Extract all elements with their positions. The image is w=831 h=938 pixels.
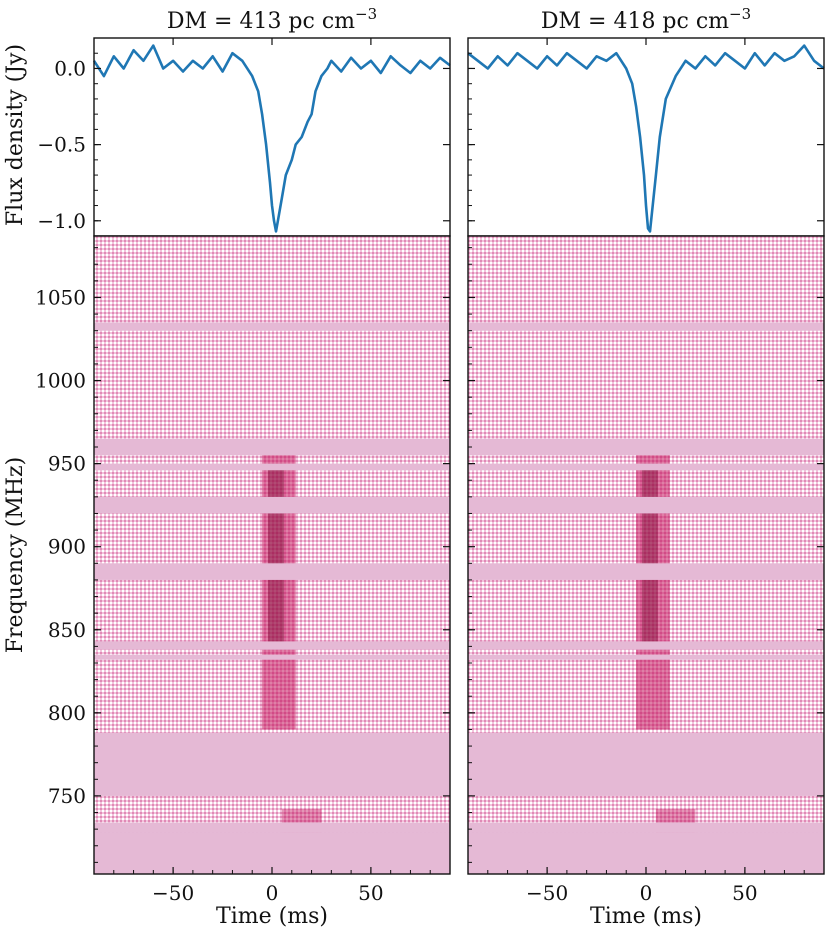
left-burst-core (268, 463, 284, 647)
right-flagged-band (468, 463, 824, 471)
right-title-text: DM = 418 pc cm (541, 9, 729, 34)
left-burst-signal (262, 447, 296, 730)
freq-ytick-label: 900 (48, 535, 86, 559)
right-x-axis-label: Time (ms) (590, 904, 702, 929)
freq-ytick-label: 750 (48, 784, 86, 808)
left-flagged-band (94, 732, 450, 796)
flux-ytick-label: 0.0 (54, 56, 86, 80)
freq-ytick-label: 800 (48, 701, 86, 725)
left-flagged-band (94, 463, 450, 471)
left-flux-panel: 0.0 −0.5 −1.0 (37, 37, 451, 237)
right-flagged-band (468, 563, 824, 580)
freq-ytick-label: 850 (48, 618, 86, 642)
left-time-xtick-label: 50 (358, 881, 383, 905)
freq-ytick-label: 1050 (35, 285, 86, 309)
y-axis-label-flux: Flux density (Jy) (3, 44, 28, 226)
left-flagged-band (94, 654, 450, 660)
right-flagged-band (468, 438, 824, 456)
freq-ytick-label: 950 (48, 452, 86, 476)
flux-ytick-label: −0.5 (37, 133, 86, 157)
left-flagged-band (94, 563, 450, 580)
right-burst-signal (636, 447, 670, 730)
left-dynamic-spectrum: 750 800 850 900 950 1000 1050 −50 0 50 (35, 235, 451, 905)
freq-ytick-label: 1000 (35, 369, 86, 393)
left-x-axis-label: Time (ms) (216, 904, 328, 929)
right-time-xtick-label: −50 (526, 881, 568, 905)
left-flagged-band (94, 641, 450, 650)
right-flagged-band (468, 641, 824, 650)
right-flagged-band (468, 732, 824, 796)
right-dynamic-spectrum: −50 0 50 (467, 235, 825, 905)
left-flagged-band (94, 496, 450, 514)
right-panel: DM = 418 pc cm−3 −50 0 50 Time (ms) (467, 5, 825, 929)
right-time-xtick-label: 50 (732, 881, 757, 905)
right-time-xtick-label: 0 (640, 881, 653, 905)
left-flagged-band (94, 322, 450, 331)
right-flux-line (467, 44, 825, 233)
left-title-superscript: −3 (355, 5, 377, 23)
right-flagged-band (468, 322, 824, 331)
left-flagged-band (94, 822, 450, 833)
right-flux-panel (467, 37, 825, 237)
left-time-xtick-label: 0 (266, 881, 279, 905)
right-flagged-band (468, 822, 824, 833)
right-title: DM = 418 pc cm−3 (541, 5, 751, 34)
left-flagged-band (94, 438, 450, 456)
left-title-text: DM = 413 pc cm (167, 9, 355, 34)
right-flagged-band (468, 654, 824, 660)
left-panel: DM = 413 pc cm−3 0.0 −0.5 −1.0 750 800 850 90… (3, 5, 451, 929)
right-flagged-band (468, 496, 824, 514)
left-title: DM = 413 pc cm−3 (167, 5, 377, 34)
left-flux-line (92, 44, 451, 233)
left-time-xtick-label: −50 (152, 881, 194, 905)
flux-ytick-label: −1.0 (37, 209, 86, 233)
y-axis-label-frequency: Frequency (MHz) (3, 457, 28, 653)
right-burst-core (642, 463, 658, 647)
right-title-superscript: −3 (729, 5, 751, 23)
